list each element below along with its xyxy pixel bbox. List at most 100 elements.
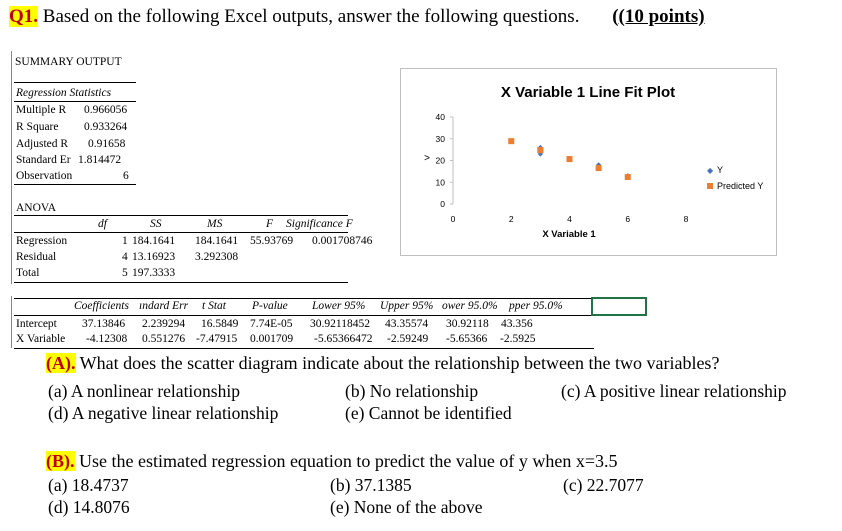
line-fit-chart: X Variable 1 Line Fit Plot > X Variable … [400,68,777,256]
selected-cell[interactable] [591,297,647,316]
points-value: (10 points) [618,6,705,27]
y-tick-label: 40 [436,112,446,122]
regression-statistics-title: Regression Statistics [16,87,112,99]
reg-stat-label: R Square [16,121,59,133]
anova-header-ms: MS [207,218,223,230]
anova-header-df: df [98,218,107,230]
coef-cell: -7.47915 [196,333,238,345]
question-a: (A). What does the scatter diagram indic… [46,353,719,374]
anova-header-f: F [266,218,274,230]
question-a-tag: (A). [46,353,76,373]
y-tick-label: 20 [436,156,446,166]
reg-stat-value: 1.814472 [78,154,122,166]
option-a-c[interactable]: (c) A positive linear relationship [561,381,787,401]
anova-cell: 13.16923 [132,251,176,263]
question-heading: Q1. Based on the following Excel outputs… [9,6,705,28]
y-tick-label: 10 [436,177,446,187]
option-b-a[interactable]: (a) 18.4737 [48,475,129,495]
point-predicted-y [537,147,544,154]
coef-cell: 43.35574 [385,318,429,330]
coef-header: Coefficients [74,300,129,312]
legend-label-predicted: Predicted Y [717,181,763,191]
reg-stat-label: Observation [16,170,73,182]
coef-row-label: Intercept [16,318,57,330]
anova-header-ss: SS [150,218,162,230]
coef-cell: 0.551276 [142,333,186,345]
anova-title: ANOVA [16,202,57,214]
x-tick-label: 0 [451,214,456,224]
anova-header-significance-f: Significance F [286,218,353,230]
y-tick-label: 0 [440,199,445,209]
anova-cell: 197.3333 [132,267,176,279]
option-b-c[interactable]: (c) 22.7077 [563,475,644,495]
reg-stat-label: Adjusted R [16,138,69,150]
points-label: ((10 points) [612,6,705,27]
coef-header: Upper 95% [380,300,434,312]
anova-cell: 1 [122,235,128,247]
anova-cell: 4 [122,251,128,263]
question-b-tag: (B). [46,451,75,471]
summary-title: SUMMARY OUTPUT [15,56,122,68]
y-tick-label: 30 [436,134,446,144]
anova-cell: 5 [122,267,128,279]
anova-row-label: Residual [16,251,57,263]
coef-header: ower 95.0% [442,300,498,312]
anova-cell: 184.1641 [195,235,239,247]
x-tick-label: 4 [567,214,572,224]
x-tick-label: 6 [625,214,630,224]
legend-marker-y: ◆ [707,166,714,175]
coef-row-label: X Variable [16,333,66,345]
point-predicted-y [595,165,602,172]
coef-header: pper 95.0% [509,300,563,312]
reg-stat-value: 6 [123,170,129,182]
option-a-a[interactable]: (a) A nonlinear relationship [48,381,240,401]
coef-header: ındard Err [139,300,189,312]
question-a-text: What does the scatter diagram indicate a… [75,353,720,373]
coef-cell: 30.92118452 [310,318,370,330]
chart-title: X Variable 1 Line Fit Plot [501,84,675,101]
coef-cell: -2.5925 [500,333,536,345]
option-b-d[interactable]: (d) 14.8076 [48,497,130,517]
coef-cell: -4.12308 [86,333,128,345]
coef-cell: -5.65366 [446,333,488,345]
heading-text: Based on the following Excel outputs, an… [38,6,580,27]
option-a-b[interactable]: (b) No relationship [345,381,479,401]
legend-label-y: Y [717,165,723,175]
y-axis-label: > [424,153,430,164]
coef-cell: 30.92118 [446,318,489,330]
coef-header: Lower 95% [312,300,366,312]
coef-cell: 2.239294 [142,318,186,330]
x-tick-label: 2 [509,214,514,224]
coef-cell: 37.13846 [82,318,126,330]
coef-header: P-value [252,300,288,312]
anova-row-label: Regression [16,235,68,247]
anova-row-label: Total [16,267,40,279]
reg-stat-value: 0.933264 [84,121,128,133]
question-b: (B). Use the estimated regression equati… [46,451,618,472]
anova-cell: 184.1641 [132,235,176,247]
coef-cell: -5.65366472 [314,333,373,345]
option-a-d[interactable]: (d) A negative linear relationship [48,403,279,423]
question-b-text: Use the estimated regression equation to… [74,451,618,471]
anova-cell: 3.292308 [195,251,239,263]
coef-cell: 16.5849 [201,318,239,330]
anova-cell: 55.93769 [250,235,294,247]
legend-marker-predicted [707,183,713,189]
coef-cell: 43.356 [501,318,533,330]
option-b-b[interactable]: (b) 37.1385 [330,475,412,495]
coef-cell: -2.59249 [387,333,429,345]
coef-header: t Stat [202,300,226,312]
question-number: Q1. [9,6,39,27]
point-predicted-y [508,138,515,145]
reg-stat-label: Standard Er [16,154,71,166]
point-predicted-y [624,174,631,181]
reg-stat-label: Multiple R [16,104,67,116]
option-b-e[interactable]: (e) None of the above [330,497,483,517]
coef-cell: 7.74E-05 [250,318,293,330]
point-predicted-y [566,156,573,163]
reg-stat-value: 0.91658 [88,138,126,150]
anova-cell: 0.001708746 [312,235,373,247]
chart-svg: X Variable 1 Line Fit Plot > X Variable … [424,84,763,240]
x-tick-label: 8 [684,214,689,224]
option-a-e[interactable]: (e) Cannot be identified [345,403,512,423]
